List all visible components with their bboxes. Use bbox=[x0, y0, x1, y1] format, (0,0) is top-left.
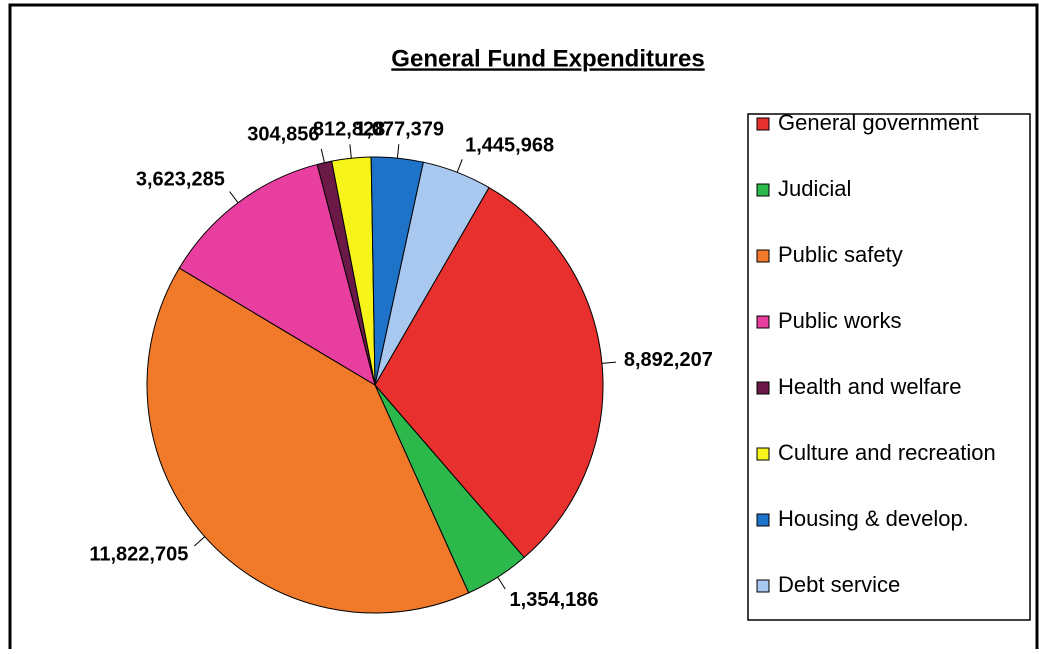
legend-swatch bbox=[756, 513, 770, 527]
legend-label: Public safety bbox=[778, 242, 903, 267]
leader-line bbox=[497, 576, 506, 590]
pie-slice bbox=[178, 163, 376, 387]
leader-line bbox=[601, 361, 616, 364]
pie-slice bbox=[374, 186, 604, 559]
leader-line bbox=[229, 191, 239, 204]
legend-swatch bbox=[756, 183, 770, 197]
legend-label: Health and welfare bbox=[778, 374, 961, 399]
data-label: 304,856 bbox=[247, 124, 319, 146]
legend-swatch bbox=[756, 579, 770, 593]
leader-line bbox=[456, 159, 463, 173]
legend-box bbox=[747, 113, 1031, 621]
data-label: 1,077,379 bbox=[355, 119, 444, 141]
legend-swatch bbox=[756, 117, 770, 131]
legend-label: Public works bbox=[778, 308, 901, 333]
leader-line bbox=[349, 144, 352, 159]
chart-title: General Fund Expenditures bbox=[391, 45, 704, 72]
legend-label: Judicial bbox=[778, 176, 851, 201]
pie-slice bbox=[374, 161, 490, 386]
pie-slice bbox=[146, 267, 470, 614]
data-label: 1,445,968 bbox=[465, 134, 554, 156]
legend-label: General government bbox=[778, 110, 979, 135]
data-label: 812,828 bbox=[313, 119, 385, 141]
leader-line bbox=[396, 144, 400, 159]
legend-label: Housing & develop. bbox=[778, 506, 969, 531]
leader-line bbox=[193, 536, 206, 547]
data-label: 3,623,285 bbox=[136, 169, 225, 191]
legend-label: Debt service bbox=[778, 572, 900, 597]
data-label: 11,822,705 bbox=[89, 544, 188, 566]
legend-swatch bbox=[756, 381, 770, 395]
data-label: 8,892,207 bbox=[624, 349, 713, 371]
data-label: 1,354,186 bbox=[510, 589, 599, 611]
legend-swatch bbox=[756, 249, 770, 263]
legend-label: Culture and recreation bbox=[778, 440, 996, 465]
leader-line bbox=[320, 148, 325, 163]
legend-swatch bbox=[756, 447, 770, 461]
legend-swatch bbox=[756, 315, 770, 329]
